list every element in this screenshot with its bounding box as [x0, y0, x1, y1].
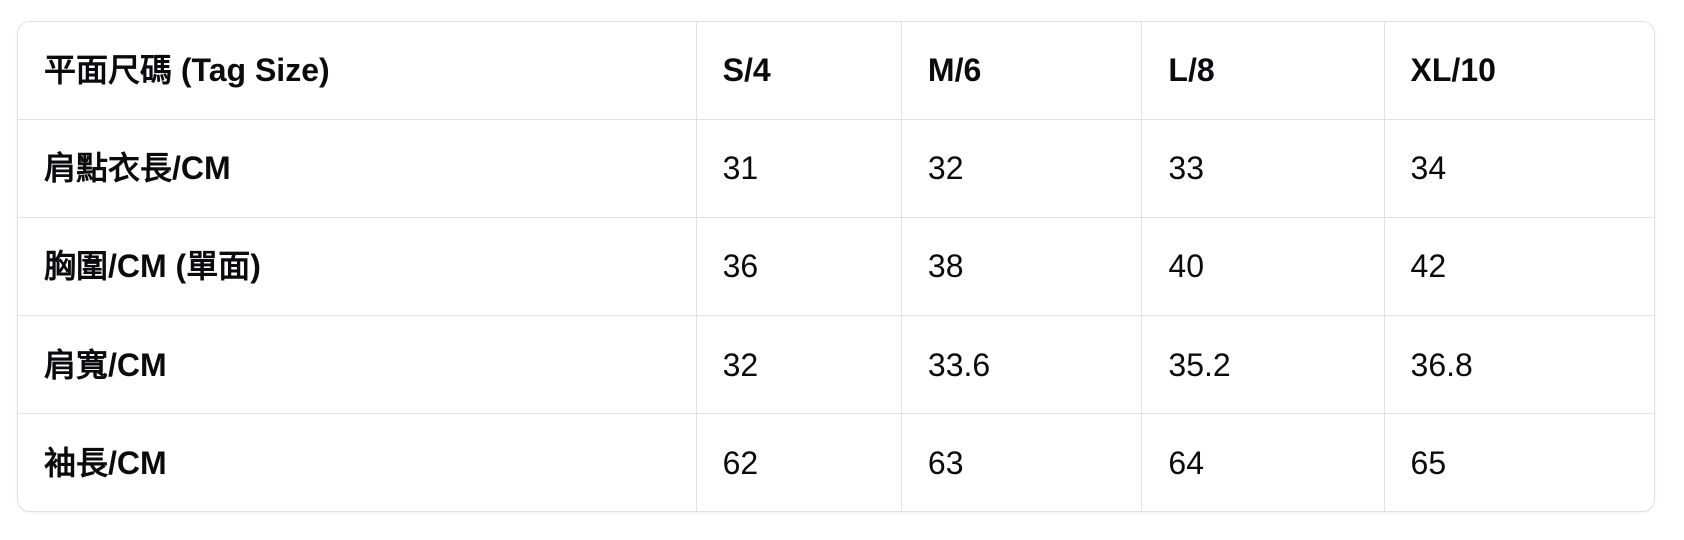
value-cell: 32	[696, 315, 902, 415]
value-cell: 62	[696, 413, 902, 511]
value-cell: 33	[1141, 119, 1385, 218]
table-row-bust: 胸圍/CM (單面) 36 38 40 42	[18, 217, 1654, 317]
value-cell: 36	[696, 217, 902, 317]
table-header-row: 平面尺碼 (Tag Size) S/4 M/6 L/8 XL/10	[18, 22, 1654, 120]
value-cell: 38	[901, 217, 1143, 317]
header-cell-size-s4: S/4	[696, 22, 902, 120]
size-chart-card: 平面尺碼 (Tag Size) S/4 M/6 L/8 XL/10 肩點衣長/C…	[17, 21, 1655, 512]
table-row-sleeve-length: 袖長/CM 62 63 64 65	[18, 413, 1654, 511]
row-label-bust: 胸圍/CM (單面)	[18, 217, 697, 317]
row-label-shoulder-point-length: 肩點衣長/CM	[18, 119, 697, 218]
value-cell: 64	[1141, 413, 1385, 511]
value-cell: 33.6	[901, 315, 1143, 415]
table-row-shoulder-point-length: 肩點衣長/CM 31 32 33 34	[18, 119, 1654, 218]
value-cell: 65	[1384, 413, 1654, 511]
value-cell: 34	[1384, 119, 1654, 218]
header-cell-size-m6: M/6	[901, 22, 1143, 120]
row-label-sleeve-length: 袖長/CM	[18, 413, 697, 511]
header-cell-size-l8: L/8	[1141, 22, 1385, 120]
header-cell-size-xl10: XL/10	[1384, 22, 1654, 120]
value-cell: 42	[1384, 217, 1654, 317]
value-cell: 35.2	[1141, 315, 1385, 415]
value-cell: 32	[901, 119, 1143, 218]
table-row-shoulder-width: 肩寬/CM 32 33.6 35.2 36.8	[18, 315, 1654, 415]
row-label-shoulder-width: 肩寬/CM	[18, 315, 697, 415]
value-cell: 40	[1141, 217, 1385, 317]
value-cell: 36.8	[1384, 315, 1654, 415]
size-chart-table: 平面尺碼 (Tag Size) S/4 M/6 L/8 XL/10 肩點衣長/C…	[18, 22, 1654, 511]
header-cell-tag-size: 平面尺碼 (Tag Size)	[18, 22, 697, 120]
value-cell: 63	[901, 413, 1143, 511]
value-cell: 31	[696, 119, 902, 218]
